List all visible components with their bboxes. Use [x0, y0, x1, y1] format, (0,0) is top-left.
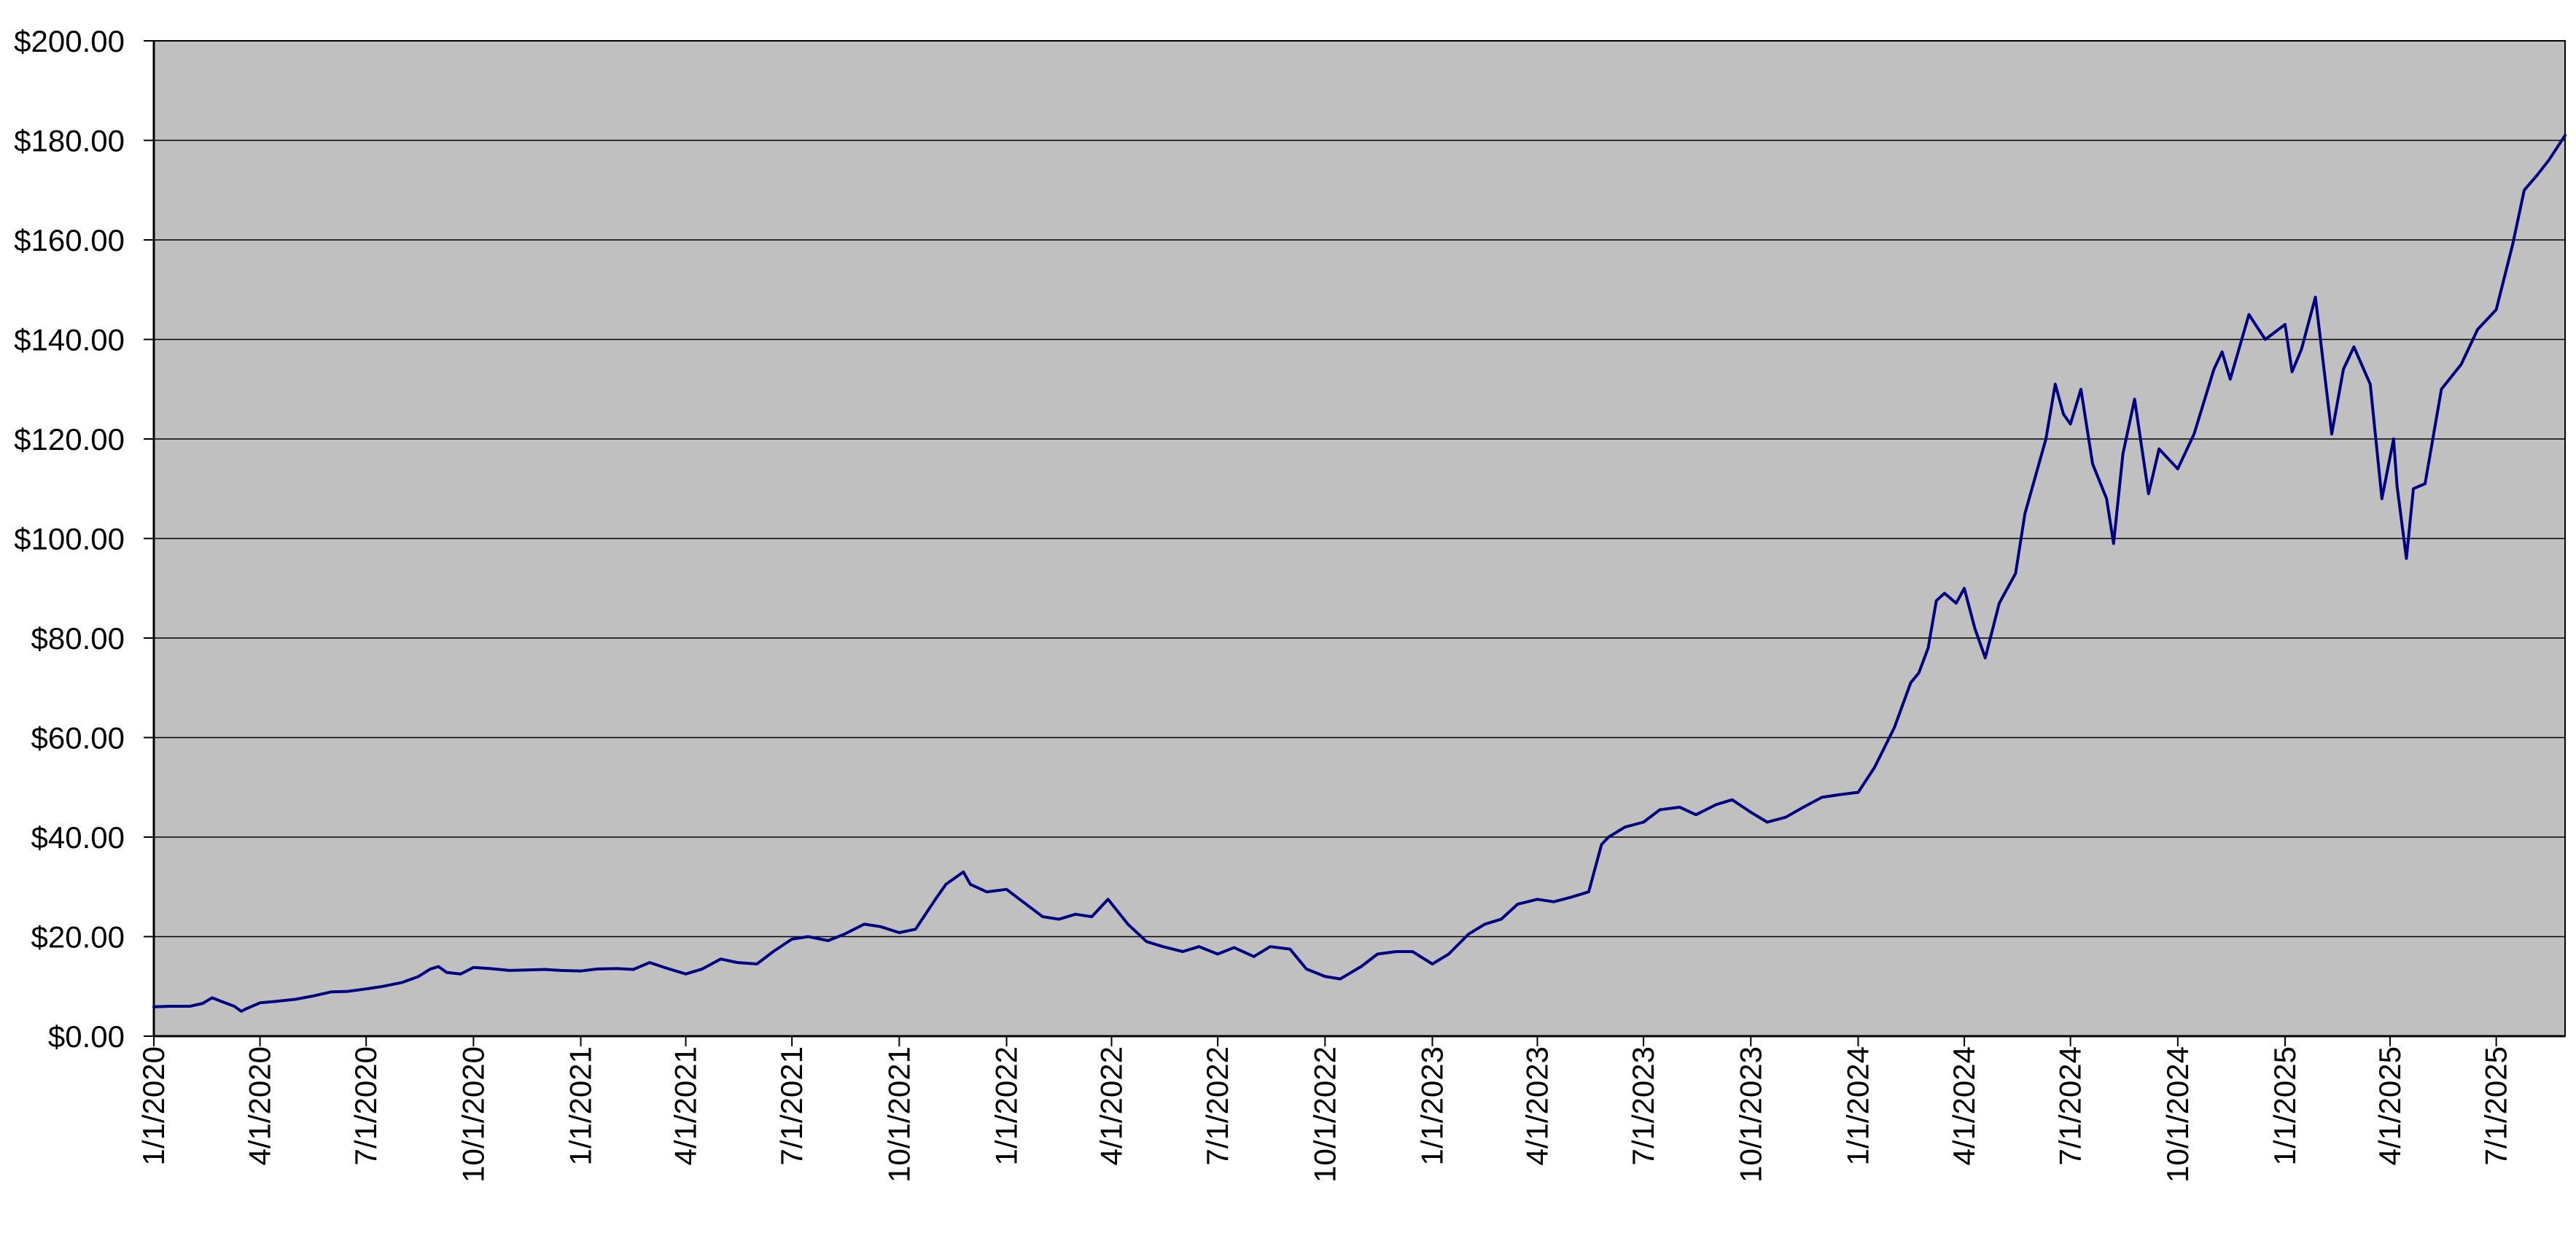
y-axis-tick-labels: $0.00 $20.00 $40.00 $60.00 $80.00 $100.00 $120…	[14, 24, 125, 1054]
y-tick-label: $180.00	[14, 124, 125, 158]
x-tick-label: 1/1/2021	[564, 1046, 598, 1166]
x-tick-label: 4/1/2020	[243, 1046, 277, 1166]
y-tick-label: $20.00	[31, 920, 125, 954]
price-series-line	[152, 133, 2567, 1013]
y-tick-label: $80.00	[31, 621, 125, 656]
x-tick-label: 4/1/2025	[2373, 1046, 2407, 1166]
y-tick-label: $120.00	[14, 422, 125, 456]
series-layer	[152, 133, 2567, 1013]
gridlines	[154, 139, 2565, 938]
x-tick-label: 7/1/2024	[2053, 1046, 2087, 1166]
x-tick-label: 7/1/2025	[2479, 1046, 2513, 1166]
x-tick-label: 7/1/2023	[1626, 1046, 1660, 1166]
y-tick-label: $60.00	[31, 721, 125, 755]
x-tick-label: 1/1/2020	[136, 1046, 171, 1166]
x-tick-label: 7/1/2022	[1200, 1046, 1234, 1166]
x-tick-label: 4/1/2023	[1519, 1046, 1554, 1166]
axes	[144, 40, 2565, 1046]
x-tick-label: 4/1/2021	[669, 1046, 703, 1166]
x-tick-label: 4/1/2024	[1947, 1046, 1981, 1166]
x-axis-tick-labels: 1/1/2020 4/1/2020 7/1/2020 10/1/2020 1/1/202…	[136, 1046, 2513, 1183]
x-tick-label: 10/1/2021	[882, 1046, 916, 1183]
y-tick-label: $100.00	[14, 522, 125, 556]
y-tick-label: $160.00	[14, 223, 125, 257]
x-tick-label: 1/1/2025	[2268, 1046, 2302, 1166]
x-tick-label: 4/1/2022	[1094, 1046, 1129, 1166]
y-tick-label: $0.00	[48, 1019, 125, 1054]
x-tick-label: 1/1/2022	[989, 1046, 1024, 1166]
x-tick-label: 1/1/2023	[1415, 1046, 1449, 1166]
y-tick-label: $200.00	[14, 24, 125, 58]
y-tick-label: $140.00	[14, 323, 125, 357]
y-tick-label: $40.00	[31, 820, 125, 855]
x-tick-label: 1/1/2024	[1840, 1046, 1875, 1166]
x-tick-label: 10/1/2020	[456, 1046, 490, 1183]
x-tick-label: 10/1/2022	[1307, 1046, 1342, 1183]
x-tick-label: 7/1/2020	[349, 1046, 383, 1166]
x-tick-label: 10/1/2023	[1733, 1046, 1767, 1183]
x-tick-label: 7/1/2021	[774, 1046, 809, 1166]
x-tick-label: 10/1/2024	[2160, 1046, 2195, 1183]
